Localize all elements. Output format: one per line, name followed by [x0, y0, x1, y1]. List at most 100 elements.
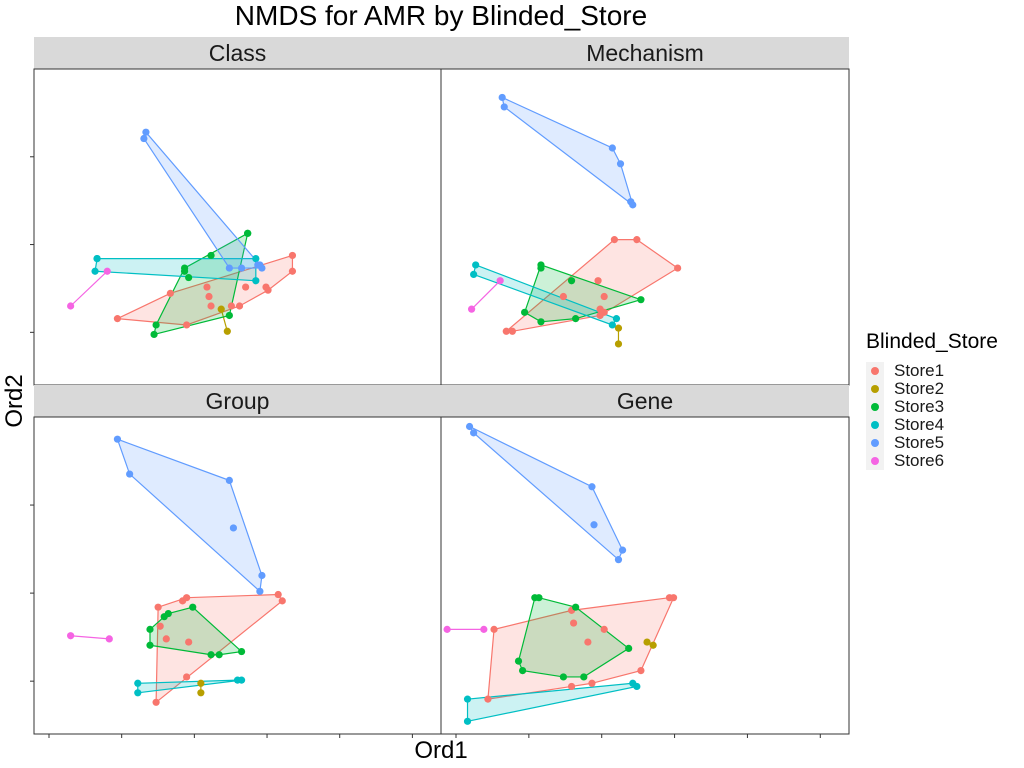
point-class-store2-1 — [223, 327, 231, 335]
hull-group-store5 — [116, 438, 263, 593]
legend-label: Store1 — [894, 361, 945, 380]
legend-label: Store4 — [894, 415, 945, 434]
point-class-store1-6 — [242, 283, 250, 291]
legend-item-store4: Store4 — [866, 415, 998, 434]
point-gene-store3-3 — [625, 644, 633, 653]
point-class-store5-2 — [225, 264, 233, 272]
point-class-store2-0 — [217, 305, 225, 313]
point-mechanism-store4-3 — [470, 270, 478, 278]
point-group-store1-0 — [152, 698, 160, 706]
point-class-store4-2 — [252, 277, 260, 285]
point-group-store4-3 — [134, 689, 142, 697]
point-group-store1-9 — [183, 594, 191, 602]
point-class-store6-1 — [103, 267, 111, 275]
point-group-store2-1 — [197, 689, 205, 697]
legend-dot — [871, 439, 879, 447]
point-class-store3-0 — [225, 311, 233, 320]
point-mechanism-store3-5 — [521, 308, 529, 316]
legend-label: Store2 — [894, 379, 945, 398]
facet-label-mechanism: Mechanism — [586, 40, 704, 66]
legend-key — [866, 398, 884, 416]
point-group-store5-2 — [225, 476, 233, 484]
point-group-store3-4 — [146, 625, 154, 633]
facet-strip-group — [34, 385, 441, 417]
y-axis-label: Ord2 — [1, 374, 28, 427]
point-class-store1-7 — [235, 302, 244, 310]
legend-key — [866, 362, 884, 380]
point-group-store4-0 — [134, 679, 142, 687]
point-mechanism-store1-10 — [508, 327, 516, 335]
point-group-store4-2 — [237, 676, 246, 684]
point-class-store5-5 — [256, 261, 264, 269]
point-gene-store1-9 — [600, 625, 608, 633]
legend-label: Store5 — [894, 433, 945, 452]
point-gene-store3-6 — [519, 667, 527, 675]
point-mechanism-store1-2 — [610, 236, 619, 244]
point-class-store5-0 — [140, 134, 148, 143]
point-gene-store1-2 — [669, 594, 678, 602]
facet-label-gene: Gene — [617, 388, 673, 414]
point-class-store5-1 — [142, 128, 150, 136]
point-mechanism-store3-6 — [537, 261, 545, 269]
point-gene-store6-0 — [443, 625, 451, 633]
facet-strip-class — [34, 37, 441, 69]
facet-label-class: Class — [209, 40, 267, 66]
facet-panel-class — [33, 68, 442, 386]
point-group-store3-3 — [160, 613, 168, 621]
point-gene-store3-1 — [535, 594, 543, 602]
point-class-store1-10 — [205, 292, 213, 301]
facet-strip-gene — [441, 385, 849, 417]
legend-dot — [871, 421, 879, 429]
point-mechanism-store4-2 — [608, 321, 616, 329]
legend-title: Blinded_Store — [866, 330, 998, 353]
legend-label: Store6 — [894, 451, 945, 470]
point-class-store6-0 — [67, 302, 75, 310]
point-class-store5-6 — [237, 264, 246, 272]
point-class-store1-12 — [166, 289, 174, 297]
point-group-store3-6 — [207, 651, 215, 659]
point-class-store1-11 — [203, 283, 211, 291]
point-mechanism-store3-2 — [637, 296, 645, 304]
point-group-store2-0 — [197, 679, 205, 687]
point-group-store5-5 — [256, 587, 264, 595]
point-group-store1-6 — [162, 635, 170, 643]
point-mechanism-store5-1 — [500, 103, 508, 111]
point-group-store5-3 — [229, 524, 238, 532]
point-gene-store4-2 — [633, 682, 641, 691]
point-class-store1-1 — [183, 321, 191, 329]
hull-class-store2 — [220, 309, 228, 332]
point-group-store6-1 — [105, 635, 113, 643]
hull-group-store6 — [70, 635, 110, 640]
point-mechanism-store2-1 — [614, 340, 623, 348]
legend-item-store2: Store2 — [866, 379, 998, 398]
point-class-store3-5 — [150, 330, 158, 339]
hull-class-store1 — [115, 254, 294, 326]
legend-items: Store1 Store2 Store3 Store4 Store5 Store6 — [866, 361, 998, 470]
point-gene-store5-0 — [465, 422, 474, 431]
point-group-store1-5 — [185, 638, 193, 646]
legend: Blinded_Store Store1 Store2 Store3 Store4 St… — [866, 330, 998, 470]
point-mechanism-store2-0 — [614, 324, 623, 332]
point-mechanism-store1-3 — [674, 264, 682, 272]
point-gene-store1-0 — [484, 695, 492, 703]
point-class-store3-4 — [152, 321, 160, 329]
point-group-store3-0 — [215, 651, 223, 659]
point-gene-store1-5 — [567, 682, 576, 691]
legend-dot — [871, 457, 879, 465]
point-class-store3-3 — [185, 273, 193, 282]
legend-dot — [871, 385, 879, 393]
facet-label-group: Group — [206, 388, 270, 414]
point-gene-store3-2 — [572, 603, 580, 611]
point-mechanism-store5-3 — [616, 160, 625, 168]
point-class-store3-2 — [207, 251, 215, 260]
point-group-store1-2 — [274, 590, 282, 599]
hull-mechanism-store6 — [471, 280, 501, 310]
legend-key — [866, 452, 884, 470]
point-class-store1-5 — [264, 286, 272, 294]
point-group-store3-7 — [237, 647, 246, 656]
point-mechanism-store1-7 — [600, 292, 608, 301]
point-gene-store2-0 — [643, 638, 651, 646]
point-class-store1-4 — [288, 251, 297, 260]
point-class-store1-9 — [207, 302, 215, 310]
legend-dot — [871, 367, 879, 375]
